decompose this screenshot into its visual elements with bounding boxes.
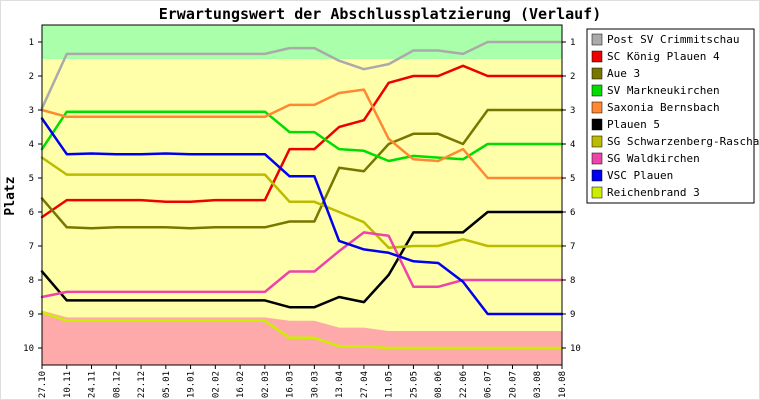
legend-entry: SG Waldkirchen [607, 152, 700, 165]
legend: Post SV Crimmitschau SC König Plauen 4 Aue… [586, 28, 760, 204]
series-line-7 [40, 156, 564, 249]
y-tick-label-left: 1 [29, 38, 34, 48]
x-tick-label: 27.10 [38, 371, 48, 398]
y-tick-label-right: 7 [570, 242, 575, 252]
legend-swatch [591, 84, 603, 97]
legend-entry: SV Markneukirchen [607, 84, 720, 97]
x-tick-label: 02.02 [211, 371, 221, 398]
x-tick-label: 10.08 [558, 371, 568, 398]
y-tick-label-right: 4 [570, 140, 575, 150]
y-axis-label: Platz [3, 176, 18, 215]
y-tick-label-left: 2 [29, 72, 34, 82]
y-tick-label-left: 7 [29, 242, 34, 252]
legend-box [586, 28, 755, 204]
x-tick-label: 08.12 [112, 371, 122, 398]
series-line-10 [40, 311, 564, 350]
x-tick-label: 11.05 [385, 371, 395, 398]
plot-border [41, 24, 563, 366]
legend-entry: Post SV Crimmitschau [607, 33, 739, 46]
x-tick-label: 16.03 [286, 371, 296, 398]
legend-entry: SG Schwarzenberg-Raschau [607, 135, 760, 148]
legend-entry: Saxonia Bernsbach [607, 101, 720, 114]
chart-title: Erwartungswert der Abschlussplatzierung … [159, 5, 602, 23]
y-tick-label-right: 9 [570, 310, 575, 320]
series-line-4 [40, 110, 564, 163]
zone-bands [42, 25, 562, 365]
legend-swatch [591, 50, 603, 63]
y-tick-label-right: 3 [570, 106, 575, 116]
legend-swatch [591, 33, 603, 46]
legend-entry: Plauen 5 [607, 118, 660, 131]
legend-swatch [591, 135, 603, 148]
y-tick-label-left: 9 [29, 310, 34, 320]
series-line-1 [40, 40, 564, 110]
y-tick-label-left: 5 [29, 174, 34, 184]
series-line-8 [40, 231, 564, 299]
legend-swatch [591, 118, 603, 131]
legend-swatch [591, 67, 603, 80]
y-tick-label-left: 6 [29, 208, 34, 218]
legend-swatch [591, 101, 603, 114]
series-line-2 [40, 64, 564, 219]
y-tick-label-right: 6 [570, 208, 575, 218]
y-tick-label-left: 3 [29, 106, 34, 116]
legend-swatch [591, 186, 603, 199]
y-tick-label-right: 5 [570, 174, 575, 184]
legend-swatch [591, 169, 603, 182]
series-line-5 [40, 88, 564, 180]
legend-entry: VSC Plauen [607, 169, 673, 182]
x-tick-label: 24.11 [88, 371, 98, 398]
series-lines [40, 40, 564, 350]
series-line-6 [40, 210, 564, 309]
x-tick-label: 06.07 [484, 371, 494, 398]
x-tick-label: 08.06 [434, 371, 444, 398]
series-line-9 [40, 117, 564, 316]
y-tick-label-right: 2 [570, 72, 575, 82]
x-tick-label: 19.01 [187, 371, 197, 398]
legend-swatch [591, 152, 603, 165]
y-tick-label-left: 8 [29, 276, 34, 286]
y-tick-label-right: 1 [570, 38, 575, 48]
x-tick-label: 22.12 [137, 371, 147, 398]
y-tick-label-right: 10 [570, 344, 581, 354]
middle-zone-band [42, 25, 562, 365]
x-tick-label: 13.04 [335, 371, 345, 398]
y-tick-label-left: 4 [29, 140, 34, 150]
x-tick-label: 27.04 [360, 371, 370, 398]
x-tick-label: 03.08 [533, 371, 543, 398]
legend-entry: Aue 3 [607, 67, 640, 80]
x-tick-label: 10.11 [63, 371, 73, 398]
y-tick-label-left: 10 [23, 344, 34, 354]
x-tick-label: 02.03 [261, 371, 271, 398]
legend-entry: SC König Plauen 4 [607, 50, 720, 63]
series-line-3 [40, 108, 564, 230]
x-tick-label: 25.05 [409, 371, 419, 398]
x-tick-label: 30.03 [310, 371, 320, 398]
legend-entry: Reichenbrand 3 [607, 186, 700, 199]
y-tick-label-right: 8 [570, 276, 575, 286]
x-tick-label: 16.02 [236, 371, 246, 398]
x-tick-label: 22.06 [459, 371, 469, 398]
axes: 1 1 2 2 3 3 4 4 5 5 6 6 7 7 8 8 9 9 10 10 27.10 10.11 24.11 08.… [23, 24, 581, 398]
x-tick-label: 20.07 [508, 371, 518, 398]
x-tick-label: 05.01 [162, 371, 172, 398]
